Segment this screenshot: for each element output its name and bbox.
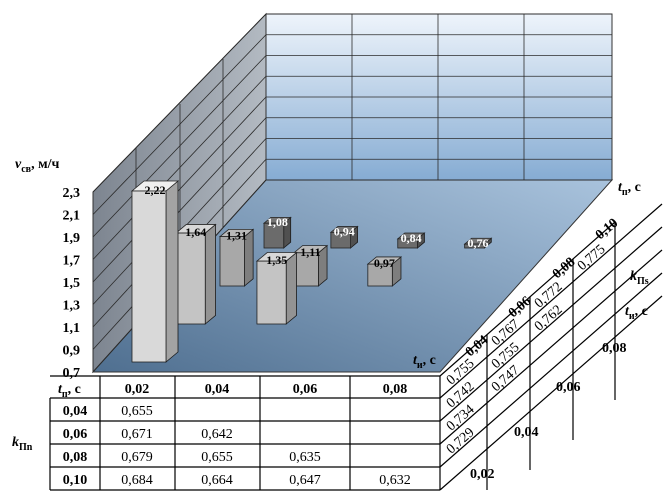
side-gridline [92, 55, 267, 238]
kps-ti-label: tи, с [625, 304, 648, 322]
kpn-row-tp: 0,04 [63, 404, 88, 419]
y-tick-label: 1,7 [63, 254, 81, 269]
y-axis-title: vсв, м/ч [15, 157, 59, 175]
y-tick-label: 0,9 [63, 344, 81, 359]
kpn-row: 0,10 0,684 0,664 0,647 0,632 [63, 473, 411, 488]
kpn-col-header: 0,08 [383, 382, 408, 397]
bar-front [330, 231, 352, 249]
bar: 1,64 [174, 223, 217, 325]
bar: 1,35 [255, 251, 298, 325]
kps-table-grid [439, 203, 663, 491]
bar-value-label: 0,84 [401, 231, 422, 245]
kps-label: kПs [630, 269, 649, 287]
kpn-cell: 0,655 [121, 404, 153, 419]
side-gridline [92, 96, 267, 283]
bar: 1,11 [292, 244, 329, 287]
bar: 0,97 [366, 256, 403, 287]
bar-front [131, 190, 167, 363]
kps-cell: 0,767 [489, 317, 523, 349]
bar: 2,22 [130, 180, 180, 363]
kpn-cell: 0,671 [121, 427, 153, 442]
kpn-row-tp: 0,08 [63, 450, 88, 465]
kpn-cell: 0,679 [121, 450, 153, 465]
kpn-corner-label: tп, с [58, 382, 81, 400]
bar-front [397, 238, 418, 249]
kpn-table-grid [49, 375, 440, 491]
kpn-cell: 0,684 [121, 473, 153, 488]
bar-front [464, 243, 485, 249]
kpn-col-header: 0,06 [293, 382, 318, 397]
bar-value-label: 2,22 [145, 183, 166, 197]
kpn-col-header: 0,04 [205, 382, 230, 397]
y-tick-label: 1,5 [63, 276, 81, 291]
kps-ti-value: 0,04 [514, 425, 539, 440]
kps-cell: 0,772 [532, 279, 566, 311]
bar-side [285, 251, 297, 325]
kpn-row-tp: 0,06 [63, 427, 88, 442]
side-gridline [92, 13, 267, 193]
kpn-cell: 0,632 [379, 473, 411, 488]
kpn-cell: 0,655 [201, 450, 233, 465]
bar-front [367, 263, 393, 287]
bar-value-label: 1,64 [185, 225, 206, 239]
bar: 0,76 [463, 236, 493, 250]
kps-ti-value: 0,06 [556, 380, 581, 395]
kpn-cell: 0,642 [201, 427, 233, 442]
bar: 0,94 [329, 224, 359, 249]
kpn-table: tп, с 0,02 0,04 0,06 0,08 kПn 0,04 0,655… [12, 375, 440, 491]
bar: 0,84 [396, 231, 426, 249]
y-tick-label: 1,9 [63, 231, 81, 246]
y-tick-label: 0,7 [63, 366, 81, 381]
bar-side [165, 180, 179, 363]
side-gridline [92, 34, 267, 215]
ti-axis-title: tи, с [413, 353, 436, 371]
bar-front [263, 222, 285, 249]
bar-value-label: 1,11 [300, 245, 320, 259]
kpn-row: 0,04 0,655 [63, 404, 153, 419]
kpn-col-header: 0,02 [125, 382, 150, 397]
y-tick-label: 2,3 [63, 186, 81, 201]
kpn-row-label: kПn [12, 435, 33, 453]
bar-side [204, 223, 216, 325]
kpn-cell: 0,647 [289, 473, 321, 488]
kpn-row: 0,06 0,671 0,642 [63, 427, 233, 442]
kpn-row-tp: 0,10 [63, 473, 88, 488]
bar-value-label: 0,76 [467, 236, 488, 250]
bar-front [219, 236, 245, 287]
kpn-cell: 0,635 [289, 450, 321, 465]
bar-value-label: 1,08 [267, 215, 288, 229]
kpn-row: 0,08 0,679 0,655 0,635 [63, 450, 321, 465]
kpn-cell: 0,664 [201, 473, 233, 488]
side-gridline [92, 75, 267, 260]
y-tick-label: 2,1 [63, 209, 81, 224]
bar-front [175, 232, 206, 325]
kps-ti-value: 0,08 [602, 341, 627, 356]
bar-value-label: 0,97 [374, 256, 395, 270]
y-axis-ticks: 2,3 2,1 1,9 1,7 1,5 1,3 1,1 0,9 0,7 [63, 186, 81, 381]
bar-value-label: 1,31 [226, 229, 247, 243]
tp-label-3: 0,08 [550, 255, 578, 282]
y-tick-label: 1,1 [63, 321, 81, 336]
tp-axis-title: tп, с [618, 180, 641, 198]
y-tick-label: 1,3 [63, 299, 81, 314]
bars: 1,08 0,94 0,84 0,76 1,31 1,11 0,97 1,64 1,35 2,22 [130, 180, 493, 363]
side-gridline [92, 117, 267, 305]
bar-front [256, 260, 287, 325]
bar-value-label: 1,35 [266, 253, 287, 267]
bar: 1,08 [262, 215, 292, 249]
kps-cell: 0,775 [575, 242, 609, 274]
kps-ti-value: 0,02 [470, 467, 495, 482]
bar-value-label: 0,94 [334, 224, 355, 238]
bar: 1,31 [218, 228, 255, 287]
